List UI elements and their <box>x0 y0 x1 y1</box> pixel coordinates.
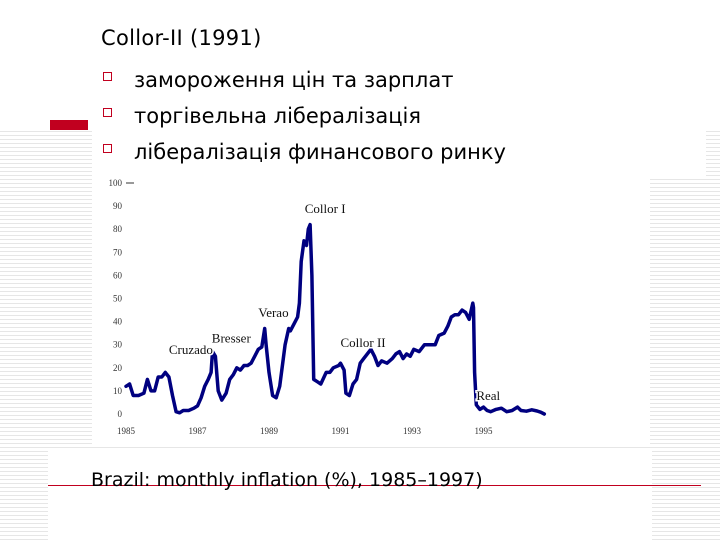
x-tick-label: 1985 <box>117 426 136 436</box>
bullet-item: торгівельна лібералізація <box>101 98 506 134</box>
x-tick-label: 1993 <box>403 426 422 436</box>
y-tick-label: 10 <box>113 386 123 396</box>
x-tick-label: 1987 <box>189 426 208 436</box>
plan-annotation-label: Cruzado <box>169 342 213 357</box>
bullet-background <box>92 126 706 176</box>
plan-annotation-label: Verao <box>258 305 288 320</box>
y-tick-label: 30 <box>113 340 123 350</box>
y-tick-label: 80 <box>113 224 123 234</box>
chart-background <box>92 176 650 446</box>
footer-background <box>48 448 652 540</box>
plan-annotation-label: Bresser <box>212 330 252 345</box>
y-tick-label: 40 <box>113 317 123 327</box>
caption-rule <box>48 485 701 486</box>
bullet-text: торгівельна лібералізація <box>134 104 422 128</box>
y-tick-label: 20 <box>113 363 123 373</box>
bullet-list: замороження цін та зарплат торгівельна л… <box>101 62 506 170</box>
x-tick-label: 1995 <box>475 426 494 436</box>
plan-annotation-label: Collor I <box>305 201 346 216</box>
x-tick-label: 1991 <box>332 426 350 436</box>
bullet-item: замороження цін та зарплат <box>101 62 506 98</box>
hollow-square-icon <box>103 143 112 153</box>
hollow-square-icon <box>103 71 112 81</box>
bullet-text: лібералізація финансового ринку <box>134 140 506 164</box>
y-tick-label: 50 <box>113 294 123 304</box>
x-tick-label: 1989 <box>260 426 279 436</box>
inflation-series-line <box>124 222 547 416</box>
bullet-item: лібералізація финансового ринку <box>101 134 506 170</box>
bullet-text: замороження цін та зарплат <box>134 68 454 92</box>
hollow-square-icon <box>103 107 112 117</box>
y-tick-label: 60 <box>113 270 123 280</box>
plan-annotation-label: Collor II <box>341 335 386 350</box>
plan-annotation-label: Real <box>476 388 500 403</box>
slide-title: Collor-II (1991) <box>101 26 262 50</box>
accent-bar <box>50 120 88 130</box>
header-background <box>0 0 720 128</box>
chart-caption: Brazil: monthly inflation (%), 1985–1997… <box>91 469 483 491</box>
y-tick-label: 70 <box>113 247 123 257</box>
y-tick-label: 100 <box>109 178 123 188</box>
y-tick-label: 90 <box>113 201 123 211</box>
y-tick-label: 0 <box>118 409 123 419</box>
